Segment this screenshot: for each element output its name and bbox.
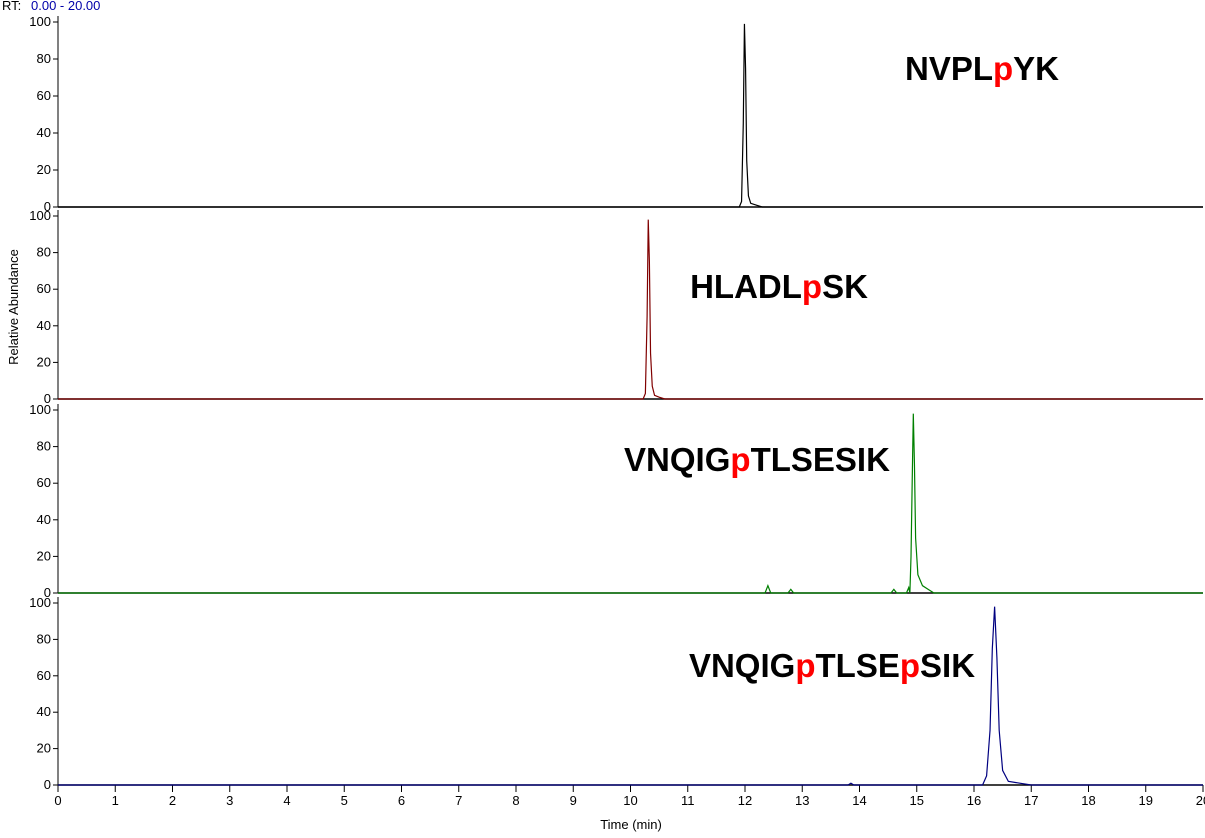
peptide-label-part: SK [822,268,868,305]
x-tick-label: 19 [1139,793,1153,808]
y-tick-label: 0 [44,199,51,214]
x-tick-label: 16 [967,793,981,808]
y-tick-label: 20 [37,741,51,756]
y-tick-label: 40 [37,704,51,719]
x-tick-label: 15 [910,793,924,808]
peptide-label-part: VNQIG [689,647,795,684]
x-tick-label: 2 [169,793,176,808]
y-tick-label: 20 [37,162,51,177]
peptide-label-part: YK [1013,50,1059,87]
y-tick-label: 0 [44,777,51,792]
y-tick-label: 100 [29,402,51,417]
peptide-label-part: TLSESIK [751,441,891,478]
x-tick-label: 4 [283,793,290,808]
x-tick-label: 17 [1024,793,1038,808]
x-tick-label: 1 [112,793,119,808]
y-tick-label: 80 [37,631,51,646]
chromatogram-line [58,413,1203,594]
x-tick-label: 5 [341,793,348,808]
peptide-label-part: VNQIG [624,441,730,478]
peptide-label-part: HLADL [690,268,802,305]
peptide-label-part: p [900,647,920,684]
y-tick-label: 100 [29,595,51,610]
y-tick-label: 20 [37,354,51,369]
peptide-label-part: p [802,268,822,305]
peptide-label: NVPLpYK [905,50,1059,87]
x-tick-label: 7 [455,793,462,808]
x-tick-label: 10 [623,793,637,808]
peptide-label-part: NVPL [905,50,993,87]
chromatogram-line [58,606,1203,786]
y-tick-label: 60 [37,475,51,490]
y-tick-label: 0 [44,391,51,406]
peptide-label-part: SIK [920,647,975,684]
peptide-label: VNQIGpTLSEpSIK [689,647,975,684]
y-tick-label: 60 [37,668,51,683]
header-label: RT: [2,0,21,13]
y-tick-label: 60 [37,281,51,296]
x-axis-label: Time (min) [600,817,662,832]
x-tick-label: 13 [795,793,809,808]
y-tick-label: 40 [37,512,51,527]
peptide-label-part: p [795,647,815,684]
peptide-label-part: p [993,50,1013,87]
peptide-label-part: p [730,441,750,478]
y-tick-label: 0 [44,585,51,600]
y-tick-label: 100 [29,14,51,29]
y-tick-label: 20 [37,548,51,563]
y-axis-label: Relative Abundance [6,249,21,365]
chromatogram-line [58,23,1203,208]
peptide-label-part: TLSE [816,647,900,684]
peptide-label: VNQIGpTLSESIK [624,441,890,478]
x-tick-label: 3 [226,793,233,808]
header-range: 0.00 - 20.00 [31,0,100,13]
x-tick-label: 11 [681,793,695,808]
y-tick-label: 80 [37,51,51,66]
x-tick-label: 14 [852,793,866,808]
chromatogram-line [58,219,1203,400]
y-tick-label: 40 [37,318,51,333]
x-tick-label: 8 [512,793,519,808]
y-tick-label: 40 [37,125,51,140]
x-tick-label: 18 [1081,793,1095,808]
x-tick-label: 0 [54,793,61,808]
peptide-label: HLADLpSK [690,268,868,305]
x-tick-label: 20 [1196,793,1205,808]
y-tick-label: 60 [37,88,51,103]
x-tick-label: 6 [398,793,405,808]
y-tick-label: 80 [37,439,51,454]
y-tick-label: 100 [29,208,51,223]
x-tick-label: 12 [738,793,752,808]
x-tick-label: 9 [570,793,577,808]
y-tick-label: 80 [37,245,51,260]
